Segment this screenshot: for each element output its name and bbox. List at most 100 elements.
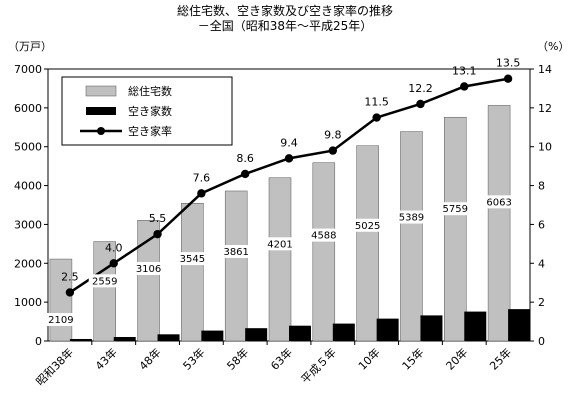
bar-total-housing xyxy=(312,162,336,342)
x-category-label: 43年 xyxy=(92,345,120,373)
bar-total-data-label: 2109 xyxy=(48,315,73,326)
bar-total-data-label: 2559 xyxy=(92,276,117,287)
y-right-unit-label: （%） xyxy=(537,40,569,53)
y-left-tick-label: 5000 xyxy=(14,141,42,154)
y-right-tick-label: 4 xyxy=(538,257,545,270)
bar-total-housing xyxy=(356,145,379,342)
x-category-label: 15年 xyxy=(399,345,427,373)
bar-label-backing xyxy=(483,195,516,209)
bar-vacant-houses xyxy=(464,311,487,341)
x-category-label: 53年 xyxy=(180,345,208,373)
x-category-label: 20年 xyxy=(443,345,471,373)
rate-data-label: 11.5 xyxy=(364,96,389,109)
y-right-tick-label: 6 xyxy=(538,218,545,231)
bar-vacant-houses xyxy=(245,328,268,341)
y-right-tick-label: 2 xyxy=(538,296,545,309)
point-vacancy-rate xyxy=(372,113,381,122)
legend-swatch-vacancy-rate-marker xyxy=(97,127,105,135)
x-category-label: 48年 xyxy=(136,345,164,373)
bar-label-backing xyxy=(264,237,296,251)
bar-total-housing xyxy=(444,116,467,342)
bar-vacant-houses xyxy=(289,325,311,341)
bar-total-housing xyxy=(137,220,160,342)
chart-subtitle: －全国（昭和38年～平成25年） xyxy=(197,19,373,33)
bar-label-backing xyxy=(351,218,384,232)
rate-data-label: 7.6 xyxy=(193,171,211,184)
bar-total-housing xyxy=(181,203,204,342)
bar-total-data-label: 5389 xyxy=(399,213,424,224)
rate-data-label: 13.1 xyxy=(452,64,477,77)
y-left-tick-label: 6000 xyxy=(14,102,42,115)
bar-vacant-houses xyxy=(508,309,531,341)
point-vacancy-rate xyxy=(65,288,75,297)
rate-data-label: 8.6 xyxy=(236,152,254,165)
rate-data-label: 2.5 xyxy=(61,270,79,283)
bar-total-data-label: 5025 xyxy=(355,221,380,232)
rate-data-label: 12.2 xyxy=(408,82,433,95)
bar-total-data-label: 6063 xyxy=(486,197,511,208)
x-category-label: 平成５年 xyxy=(298,345,339,386)
y-right-tick-label: 12 xyxy=(538,102,552,115)
bar-total-housing xyxy=(224,190,248,342)
bar-vacant-houses xyxy=(69,338,92,341)
point-vacancy-rate xyxy=(284,154,294,163)
bar-label-backing xyxy=(307,228,340,242)
y-left-tick-label: 4000 xyxy=(14,180,42,193)
bar-total-data-label: 5759 xyxy=(443,204,468,215)
bar-total-housing xyxy=(268,177,292,342)
bar-total-data-label: 4588 xyxy=(311,231,336,242)
legend-swatch-total-housing xyxy=(85,85,117,97)
legend-label-vacant-houses: 空き家数 xyxy=(128,104,172,118)
x-category-label: 58年 xyxy=(224,345,252,373)
bar-vacant-houses xyxy=(420,315,443,341)
rate-data-label: 9.8 xyxy=(324,129,342,142)
y-right-tick-label: 14 xyxy=(538,63,552,76)
x-category-label: 63年 xyxy=(268,345,296,373)
point-vacancy-rate xyxy=(503,74,513,83)
legend-swatch-vacant-houses xyxy=(86,107,116,115)
bar-label-backing xyxy=(395,210,428,224)
y-left-unit-label: （万戸） xyxy=(8,40,52,53)
y-left-tick-label: 1000 xyxy=(14,296,42,309)
bar-vacant-houses xyxy=(201,330,224,341)
y-right-tick-label: 0 xyxy=(538,335,545,348)
point-vacancy-rate xyxy=(109,259,118,268)
bar-label-backing xyxy=(88,274,121,288)
point-vacancy-rate xyxy=(153,229,162,239)
bar-total-data-label: 4201 xyxy=(267,239,292,250)
legend-label-vacancy-rate: 空き家率 xyxy=(128,124,172,138)
bar-label-backing xyxy=(132,261,165,275)
x-category-label: 10年 xyxy=(355,345,383,373)
y-right-tick-label: 8 xyxy=(538,180,545,193)
rate-data-label: 5.5 xyxy=(149,212,167,225)
point-vacancy-rate xyxy=(328,146,338,155)
y-left-tick-label: 3000 xyxy=(14,218,42,231)
bar-vacant-houses xyxy=(157,334,180,341)
bar-vacant-houses xyxy=(332,323,355,341)
bar-total-data-label: 3861 xyxy=(223,247,248,258)
x-category-label: 昭和38年 xyxy=(33,345,76,388)
bar-total-housing xyxy=(93,241,116,342)
point-vacancy-rate xyxy=(240,169,250,179)
point-vacancy-rate xyxy=(416,99,425,109)
bar-label-backing xyxy=(220,244,253,258)
bar-label-backing xyxy=(176,252,209,266)
point-vacancy-rate xyxy=(197,189,206,198)
x-category-label: 25年 xyxy=(487,345,515,373)
rate-data-label: 9.4 xyxy=(280,136,298,149)
y-left-tick-label: 0 xyxy=(35,335,42,348)
y-left-tick-label: 7000 xyxy=(14,63,42,76)
bar-total-data-label: 3545 xyxy=(180,254,205,265)
bar-total-housing xyxy=(487,105,511,342)
point-vacancy-rate xyxy=(460,82,469,91)
bar-vacant-houses xyxy=(376,318,399,341)
rate-data-label: 4.0 xyxy=(105,241,123,254)
bar-total-data-label: 3106 xyxy=(136,264,161,275)
legend-label-total-housing: 総住宅数 xyxy=(128,84,172,98)
y-left-tick-label: 2000 xyxy=(14,257,42,270)
bar-label-backing xyxy=(44,313,77,326)
bar-vacant-houses xyxy=(113,336,136,341)
bar-total-housing xyxy=(400,131,423,342)
rate-data-label: 13.5 xyxy=(496,57,521,70)
